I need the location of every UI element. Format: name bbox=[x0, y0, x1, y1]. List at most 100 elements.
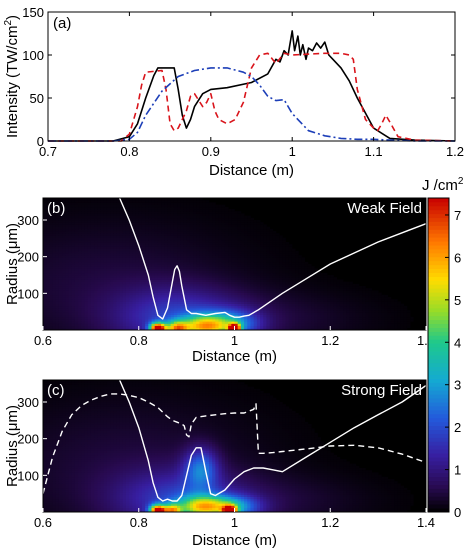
heatmap-cell bbox=[199, 270, 203, 274]
heatmap-cell bbox=[81, 246, 85, 249]
heatmap-cell bbox=[378, 299, 382, 302]
heatmap-cell bbox=[164, 215, 168, 219]
heatmap-cell bbox=[189, 226, 194, 230]
heatmap-cell bbox=[157, 305, 162, 309]
heatmap-cell bbox=[148, 253, 152, 256]
heatmap-cell bbox=[298, 325, 302, 329]
heatmap-cell bbox=[323, 275, 328, 278]
heatmap-cell bbox=[212, 310, 216, 313]
heatmap-cell bbox=[151, 314, 156, 318]
heatmap-cell bbox=[304, 268, 309, 271]
heatmap-cell bbox=[387, 305, 392, 309]
heatmap-cell bbox=[167, 217, 172, 221]
heatmap-cell bbox=[215, 257, 219, 260]
heatmap-cell bbox=[49, 257, 53, 260]
heatmap-cell bbox=[387, 327, 392, 331]
heatmap-cell bbox=[100, 264, 105, 267]
heatmap-cell bbox=[205, 215, 210, 219]
heatmap-cell bbox=[62, 299, 66, 302]
heatmap-cell bbox=[298, 319, 302, 322]
heatmap-cell bbox=[253, 312, 258, 315]
heatmap-cell bbox=[90, 264, 95, 267]
heatmap-cell bbox=[74, 246, 79, 249]
heatmap-cell bbox=[237, 261, 242, 265]
heatmap-cell bbox=[106, 275, 111, 278]
heatmap-cell bbox=[94, 297, 98, 300]
heatmap-cell bbox=[208, 266, 213, 269]
heatmap-cell bbox=[244, 217, 248, 221]
heatmap-cell bbox=[183, 242, 188, 245]
heatmap-cell bbox=[145, 272, 149, 276]
heatmap-cell bbox=[365, 301, 369, 304]
heatmap-cell bbox=[167, 237, 172, 241]
heatmap-cell bbox=[228, 261, 232, 265]
heatmap-cell bbox=[260, 266, 264, 269]
heatmap-cell bbox=[129, 314, 133, 318]
heatmap-cell bbox=[52, 294, 57, 298]
heatmap-cell bbox=[272, 235, 277, 238]
heatmap-cell bbox=[62, 279, 66, 282]
heatmap-cell bbox=[177, 294, 181, 298]
heatmap-cell bbox=[215, 255, 219, 258]
heatmap-cell bbox=[186, 286, 191, 289]
heatmap-cell bbox=[218, 228, 223, 232]
heatmap-cell bbox=[224, 281, 229, 285]
heatmap-cell bbox=[253, 301, 258, 304]
heatmap-cell bbox=[141, 275, 146, 278]
heatmap-cell bbox=[253, 237, 258, 241]
heatmap-cell bbox=[397, 325, 401, 329]
heatmap-cell bbox=[208, 217, 213, 221]
heatmap-cell bbox=[122, 211, 127, 214]
heatmap-cell bbox=[237, 253, 242, 256]
heatmap-cell bbox=[49, 325, 53, 329]
heatmap-cell bbox=[125, 292, 130, 296]
heatmap-cell bbox=[103, 288, 108, 291]
heatmap-cell bbox=[138, 290, 143, 293]
heatmap-cell bbox=[291, 303, 296, 307]
heatmap-cell bbox=[148, 239, 152, 243]
heatmap-cell bbox=[103, 215, 108, 219]
heatmap-cell bbox=[170, 297, 175, 300]
heatmap-cell bbox=[161, 248, 165, 252]
heatmap-cell bbox=[196, 323, 200, 326]
heatmap-cell bbox=[256, 255, 261, 258]
heatmap-cell bbox=[275, 233, 280, 236]
heatmap-cell bbox=[336, 310, 341, 313]
heatmap-cell bbox=[90, 226, 95, 230]
heatmap-cell bbox=[384, 327, 389, 331]
heatmap-cell bbox=[55, 244, 60, 247]
heatmap-cell bbox=[43, 231, 47, 234]
heatmap-cell bbox=[240, 290, 245, 293]
heatmap-cell bbox=[87, 239, 92, 243]
heatmap-cell bbox=[323, 281, 328, 285]
heatmap-cell bbox=[256, 327, 261, 331]
heatmap-cell bbox=[343, 303, 347, 307]
heatmap-cell bbox=[240, 325, 245, 329]
heatmap-cell bbox=[52, 275, 57, 278]
heatmap-cell bbox=[208, 242, 213, 245]
heatmap-cell bbox=[333, 279, 338, 282]
heatmap-cell bbox=[157, 279, 162, 282]
heatmap-cell bbox=[183, 253, 188, 256]
heatmap-cell bbox=[55, 226, 60, 230]
heatmap-cell bbox=[154, 215, 159, 219]
heatmap-cell bbox=[237, 305, 242, 309]
heatmap-cell bbox=[173, 235, 178, 238]
heatmap-cell bbox=[196, 235, 200, 238]
heatmap-cell bbox=[295, 308, 299, 311]
heatmap-cell bbox=[151, 323, 156, 326]
heatmap-cell bbox=[374, 319, 379, 322]
heatmap-cell bbox=[106, 279, 111, 282]
heatmap-cell bbox=[113, 244, 117, 247]
heatmap-cell bbox=[148, 235, 152, 238]
heatmap-cell bbox=[151, 288, 156, 291]
heatmap-cell bbox=[106, 257, 111, 260]
heatmap-cell bbox=[46, 279, 50, 282]
heatmap-cell bbox=[193, 213, 197, 216]
heatmap-cell bbox=[323, 288, 328, 291]
heatmap-cell bbox=[103, 237, 108, 241]
heatmap-cell bbox=[237, 319, 242, 322]
heatmap-cell bbox=[138, 286, 143, 289]
heatmap-cell bbox=[55, 259, 60, 263]
heatmap-cell bbox=[87, 292, 92, 296]
